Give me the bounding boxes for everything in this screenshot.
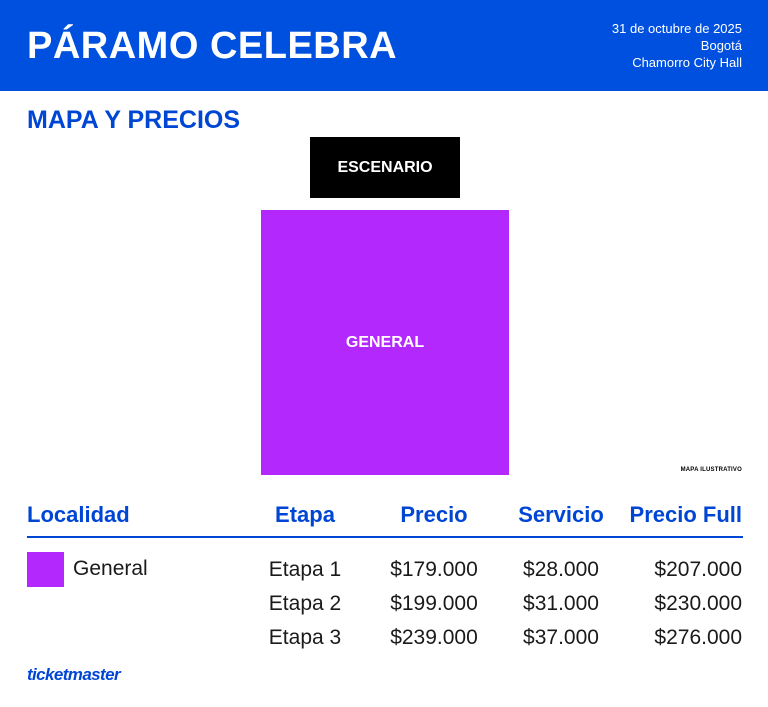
price-row: Etapa 2 $199.000 $31.000 $230.000 [0, 591, 768, 621]
section-title: MAPA Y PRECIOS [27, 106, 241, 134]
locality-color-swatch [27, 552, 64, 587]
row-etapa: Etapa 1 [268, 558, 342, 581]
table-divider [27, 536, 743, 538]
zone-general-label: GENERAL [345, 333, 425, 351]
map-note: MAPA ILUSTRATIVO [680, 467, 742, 473]
row-precio-full: $230.000 [654, 592, 742, 615]
event-header: PÁRAMO CELEBRA 31 de octubre de 2025 Bog… [0, 0, 768, 91]
row-etapa: Etapa 2 [268, 592, 342, 615]
header-precio: Precio [400, 502, 468, 527]
row-servicio: $37.000 [523, 626, 599, 649]
event-title: PÁRAMO CELEBRA [27, 25, 398, 67]
row-precio: $199.000 [390, 592, 478, 615]
ticketmaster-logo[interactable]: ticketmaster [27, 665, 121, 684]
row-etapa: Etapa 3 [268, 626, 342, 649]
header-localidad: Localidad [27, 502, 130, 527]
stage-block: ESCENARIO [310, 137, 460, 198]
event-date: 31 de octubre de 2025 [611, 21, 742, 36]
zone-general[interactable]: GENERAL [261, 210, 509, 475]
locality-name: General [73, 557, 148, 580]
row-precio: $239.000 [390, 626, 478, 649]
stage-label: ESCENARIO [337, 158, 433, 176]
header-precio-full: Precio Full [629, 502, 742, 527]
event-city: Bogotá [700, 38, 742, 53]
row-servicio: $28.000 [523, 558, 599, 581]
event-venue: Chamorro City Hall [632, 55, 742, 70]
row-servicio: $31.000 [523, 592, 599, 615]
header-etapa: Etapa [275, 502, 335, 527]
event-meta: 31 de octubre de 2025 Bogotá Chamorro Ci… [612, 20, 742, 71]
row-precio-full: $276.000 [654, 626, 742, 649]
price-row: Etapa 3 $239.000 $37.000 $276.000 [0, 625, 768, 655]
row-precio: $179.000 [390, 558, 478, 581]
header-servicio: Servicio [518, 502, 604, 527]
price-row: Etapa 1 $179.000 $28.000 $207.000 [0, 557, 768, 587]
row-precio-full: $207.000 [654, 558, 742, 581]
